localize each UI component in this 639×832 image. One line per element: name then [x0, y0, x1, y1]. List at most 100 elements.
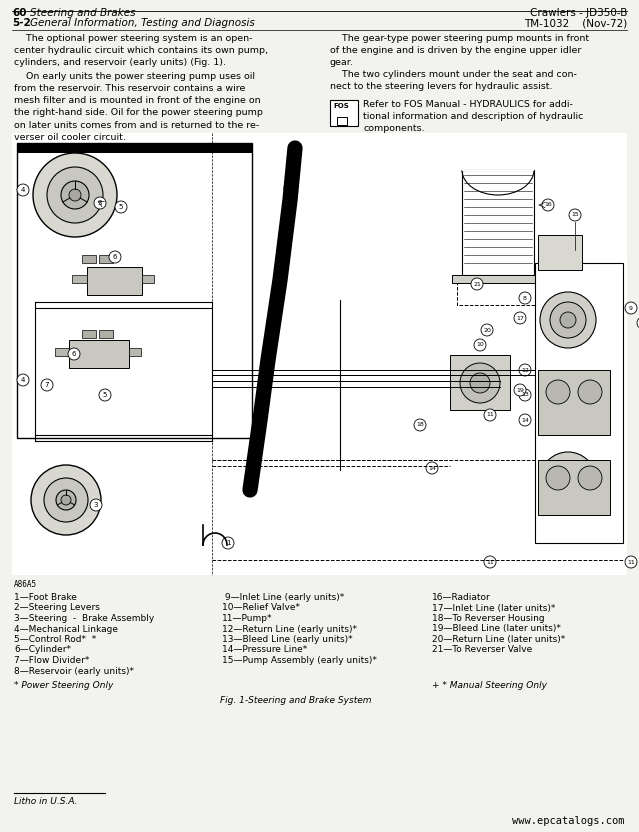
Bar — [17, 143, 252, 438]
Circle shape — [546, 466, 570, 490]
Bar — [87, 267, 142, 295]
Text: 20: 20 — [483, 328, 491, 333]
Circle shape — [99, 389, 111, 401]
Bar — [82, 330, 96, 338]
Text: Litho in U.S.A.: Litho in U.S.A. — [14, 797, 77, 806]
Text: 8—Reservoir (early units)*: 8—Reservoir (early units)* — [14, 666, 134, 676]
Circle shape — [90, 499, 102, 511]
Text: 8: 8 — [523, 295, 527, 300]
Text: 7—Flow Divider*: 7—Flow Divider* — [14, 656, 89, 665]
Text: 5: 5 — [119, 204, 123, 210]
Text: 1—Foot Brake: 1—Foot Brake — [14, 593, 77, 602]
Bar — [538, 235, 582, 270]
Bar — [538, 460, 610, 515]
Text: 15—Pump Assembly (early units)*: 15—Pump Assembly (early units)* — [222, 656, 377, 665]
Circle shape — [284, 182, 296, 194]
Circle shape — [414, 419, 426, 431]
Text: The gear-type power steering pump mounts in front
of the engine and is driven by: The gear-type power steering pump mounts… — [330, 34, 589, 67]
Bar — [82, 255, 96, 263]
Bar — [55, 348, 69, 356]
Text: Steering and Brakes: Steering and Brakes — [30, 8, 135, 18]
Circle shape — [33, 153, 117, 237]
Text: 4: 4 — [21, 377, 25, 383]
Circle shape — [115, 201, 127, 213]
Circle shape — [94, 197, 106, 209]
Text: 17—Inlet Line (later units)*: 17—Inlet Line (later units)* — [432, 603, 555, 612]
Text: 6: 6 — [112, 254, 117, 260]
Text: 3—Steering  -  Brake Assembly: 3—Steering - Brake Assembly — [14, 614, 154, 623]
Circle shape — [540, 292, 596, 348]
Text: 11: 11 — [486, 413, 494, 418]
Text: 21—To Reverser Valve: 21—To Reverser Valve — [432, 646, 532, 655]
Text: FOS: FOS — [333, 103, 349, 109]
Circle shape — [426, 462, 438, 474]
Circle shape — [17, 374, 29, 386]
Text: A86A5: A86A5 — [14, 580, 37, 589]
Text: 10—Relief Valve*: 10—Relief Valve* — [222, 603, 300, 612]
Bar — [330, 100, 358, 126]
Circle shape — [514, 312, 526, 324]
Text: 21: 21 — [473, 281, 481, 286]
Text: 12—Return Line (early units)*: 12—Return Line (early units)* — [222, 625, 357, 633]
Circle shape — [625, 556, 637, 568]
Circle shape — [542, 199, 554, 211]
Circle shape — [460, 363, 500, 403]
Circle shape — [474, 339, 486, 351]
Circle shape — [550, 302, 586, 338]
Bar — [452, 275, 544, 283]
Text: 15: 15 — [571, 212, 579, 217]
Text: 18: 18 — [416, 423, 424, 428]
Text: 3: 3 — [98, 200, 102, 206]
Text: 4—Mechanical Linkage: 4—Mechanical Linkage — [14, 625, 118, 633]
Text: 12: 12 — [521, 368, 529, 373]
Circle shape — [470, 373, 490, 393]
Text: 1: 1 — [226, 540, 230, 546]
Bar — [99, 330, 113, 338]
Bar — [99, 255, 113, 263]
Text: Fig. 1-Steering and Brake System: Fig. 1-Steering and Brake System — [220, 696, 371, 705]
Circle shape — [17, 184, 29, 196]
Text: Refer to FOS Manual - HYDRAULICS for addi-
tional information and description of: Refer to FOS Manual - HYDRAULICS for add… — [363, 100, 583, 133]
Text: 18—To Reverser Housing: 18—To Reverser Housing — [432, 614, 544, 623]
Text: 13—Bleed Line (early units)*: 13—Bleed Line (early units)* — [222, 635, 353, 644]
Bar — [142, 275, 154, 283]
Circle shape — [484, 409, 496, 421]
Text: 13: 13 — [521, 393, 529, 398]
Circle shape — [31, 465, 101, 535]
Circle shape — [471, 278, 483, 290]
Text: The optional power steering system is an open-
center hydraulic circuit which co: The optional power steering system is an… — [14, 34, 268, 67]
Text: 11: 11 — [627, 559, 635, 564]
Circle shape — [41, 379, 53, 391]
Bar — [462, 170, 534, 275]
Circle shape — [546, 380, 570, 404]
Circle shape — [569, 209, 581, 221]
Text: General Information, Testing and Diagnosis: General Information, Testing and Diagnos… — [30, 18, 255, 28]
Text: * Power Steering Only: * Power Steering Only — [14, 681, 113, 690]
Text: 16: 16 — [544, 202, 552, 207]
Text: 7: 7 — [45, 382, 49, 388]
Bar — [72, 275, 87, 283]
Circle shape — [578, 466, 602, 490]
Bar — [457, 283, 539, 305]
Bar — [538, 370, 610, 435]
Bar — [462, 170, 534, 171]
Circle shape — [44, 478, 88, 522]
Text: 11: 11 — [486, 559, 494, 564]
Circle shape — [550, 462, 586, 498]
Text: 14: 14 — [521, 418, 529, 423]
Circle shape — [56, 490, 76, 510]
Circle shape — [484, 556, 496, 568]
Text: www.epcatalogs.com: www.epcatalogs.com — [512, 816, 625, 826]
Bar — [69, 340, 129, 368]
Text: 5: 5 — [103, 392, 107, 398]
Circle shape — [514, 384, 526, 396]
Text: 17: 17 — [516, 315, 524, 320]
Text: 19: 19 — [516, 388, 524, 393]
Text: 6: 6 — [72, 351, 76, 357]
Circle shape — [69, 189, 81, 201]
Circle shape — [109, 251, 121, 263]
Text: 4: 4 — [21, 187, 25, 193]
Circle shape — [222, 537, 234, 549]
Circle shape — [578, 380, 602, 404]
Text: 9—Inlet Line (early units)*: 9—Inlet Line (early units)* — [222, 593, 344, 602]
